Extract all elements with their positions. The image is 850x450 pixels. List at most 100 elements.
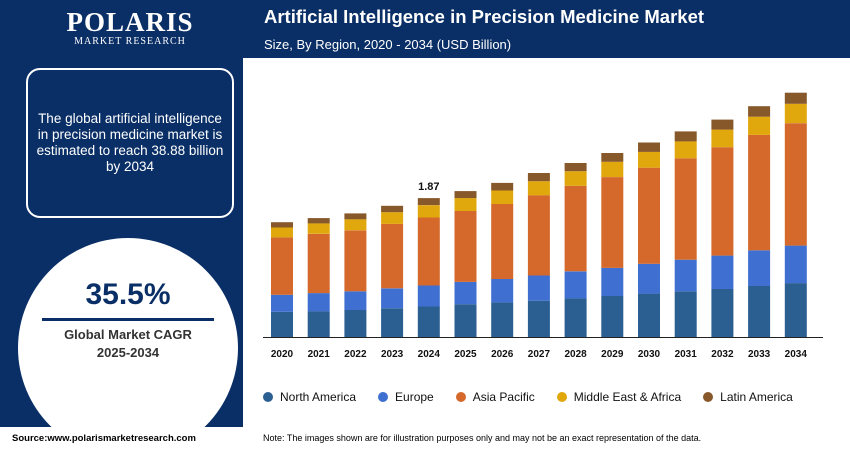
cagr-label: Global Market CAGR 2025-2034	[18, 326, 238, 362]
cagr-value: 35.5%	[85, 278, 171, 311]
bar-asia-pacific-2032	[711, 147, 734, 256]
legend-item-north-america: North America	[263, 390, 356, 404]
bar-asia-pacific-2029	[601, 177, 624, 268]
x-tick-label-2026: 2026	[491, 349, 514, 360]
stacked-bar-chart: 2020 2021 2022 2023 2024 1.87 2025 2026 2027 2028…	[263, 92, 823, 360]
bar-stack-2020	[271, 222, 293, 337]
bar-stack-2033	[748, 106, 771, 337]
bar-asia-pacific-2025	[454, 211, 477, 282]
x-tick-label-2021: 2021	[308, 349, 331, 360]
bar-asia-pacific-2022	[344, 230, 367, 292]
bar-latin-america-2028	[564, 163, 587, 172]
legend-label-middle-east-africa: Middle East & Africa	[573, 390, 682, 404]
bar-north-america-2029	[601, 296, 624, 337]
bar-north-america-2034	[784, 283, 807, 337]
bar-stack-2027	[527, 173, 550, 337]
bar-asia-pacific-2020	[271, 237, 293, 295]
bar-europe-2034	[784, 245, 807, 284]
x-tick-label-2025: 2025	[454, 349, 477, 360]
x-tick-label-2028: 2028	[564, 349, 587, 360]
x-tick-label-2020: 2020	[271, 349, 294, 360]
bar-asia-pacific-2030	[638, 167, 660, 264]
legend-item-europe: Europe	[378, 390, 434, 404]
legend-swatch-north-america	[263, 392, 273, 402]
bar-asia-pacific-2027	[527, 195, 550, 276]
bar-middle-east-africa-2023	[381, 212, 404, 224]
legend-swatch-latin-america	[703, 392, 714, 402]
bar-stack-2031	[674, 131, 697, 337]
x-tick-label-2029: 2029	[601, 349, 624, 360]
logo-name: POLARIS	[66, 7, 194, 37]
bar-latin-america-2024	[417, 198, 440, 206]
bar-stack-2034	[784, 92, 807, 337]
bar-north-america-2031	[674, 291, 697, 337]
bar-asia-pacific-2033	[748, 134, 771, 251]
bar-latin-america-2030	[638, 142, 660, 152]
bar-asia-pacific-2028	[564, 185, 587, 272]
bar-asia-pacific-2026	[491, 204, 514, 279]
bar-europe-2029	[601, 267, 624, 296]
bar-latin-america-2032	[711, 119, 734, 130]
bar-middle-east-africa-2025	[454, 198, 477, 211]
legend-item-asia-pacific: Asia Pacific	[455, 390, 535, 404]
bar-stack-2030	[638, 142, 660, 337]
bar-europe-2024	[417, 285, 440, 307]
bar-asia-pacific-2031	[674, 158, 697, 260]
bar-middle-east-africa-2034	[784, 103, 807, 124]
cagr-divider	[42, 318, 214, 321]
bar-north-america-2026	[491, 302, 514, 337]
legend-item-middle-east-africa: Middle East & Africa	[556, 390, 682, 404]
bar-latin-america-2029	[601, 153, 624, 162]
bar-stack-2028	[564, 163, 587, 337]
bar-stack-2029	[601, 153, 624, 337]
bar-middle-east-africa-2029	[601, 161, 624, 177]
bar-north-america-2033	[748, 286, 771, 337]
logo-subtitle: MARKET RESEARCH	[74, 36, 186, 47]
bar-stack-2026	[491, 182, 514, 337]
bar-europe-2023	[381, 288, 404, 309]
source-citation: Source:www.polarismarketresearch.com	[0, 427, 243, 450]
bar-middle-east-africa-2027	[527, 181, 550, 196]
x-tick-label-2034: 2034	[785, 349, 808, 360]
bar-europe-2030	[638, 263, 660, 294]
cagr-label-line2: 2025-2034	[96, 345, 160, 360]
bar-latin-america-2027	[527, 173, 550, 182]
bar-middle-east-africa-2026	[491, 190, 514, 204]
bar-stack-2025	[454, 191, 477, 337]
bar-latin-america-2026	[491, 182, 514, 191]
x-tick-label-2023: 2023	[381, 349, 404, 360]
chart-title: Artificial Intelligence in Precision Med…	[264, 6, 705, 27]
bar-north-america-2020	[271, 311, 293, 337]
bar-latin-america-2023	[381, 205, 404, 213]
x-tick-label-2033: 2033	[748, 349, 771, 360]
bar-north-america-2030	[638, 293, 660, 337]
bar-middle-east-africa-2032	[711, 129, 734, 148]
cagr-label-line1: Global Market CAGR	[64, 327, 192, 342]
bar-middle-east-africa-2024	[417, 205, 440, 218]
polaris-logo: POLARIS MARKET RESEARCH	[60, 8, 200, 47]
bar-asia-pacific-2023	[381, 223, 404, 289]
bar-europe-2032	[711, 255, 734, 289]
bar-stack-2021	[307, 218, 330, 337]
legend-swatch-asia-pacific	[455, 392, 466, 402]
bar-stack-2032	[711, 119, 734, 337]
bar-latin-america-2031	[674, 131, 697, 142]
bar-middle-east-africa-2022	[344, 219, 367, 231]
legend-label-europe: Europe	[395, 390, 434, 404]
bar-middle-east-africa-2028	[564, 171, 587, 186]
bar-middle-east-africa-2033	[748, 116, 771, 135]
bar-europe-2027	[527, 275, 550, 301]
bar-asia-pacific-2024	[417, 217, 440, 286]
disclaimer-note: Note: The images shown are for illustrat…	[263, 433, 702, 443]
bar-latin-america-2033	[748, 106, 771, 117]
bar-middle-east-africa-2030	[638, 151, 660, 168]
x-tick-label-2022: 2022	[344, 349, 367, 360]
x-tick-label-2027: 2027	[528, 349, 551, 360]
bar-north-america-2027	[527, 300, 550, 337]
market-summary-text: The global artificial intelligence in pr…	[36, 111, 224, 174]
bar-latin-america-2022	[344, 213, 367, 220]
bar-stack-2022	[344, 213, 367, 337]
x-tick-label-2030: 2030	[638, 349, 661, 360]
bar-europe-2020	[271, 294, 293, 312]
